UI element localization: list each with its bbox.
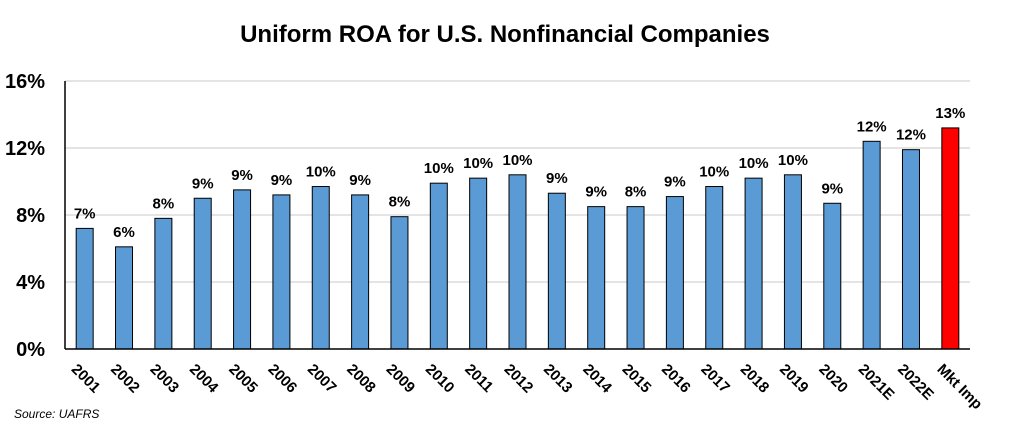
data-label: 13%	[935, 105, 965, 122]
x-axis-ticks: 2001 2002 2003 2004 2005 2006 2007 2008 2009 2010…	[68, 361, 986, 413]
data-label: 10%	[306, 164, 336, 181]
data-label: 9%	[192, 175, 214, 192]
x-tick-label: 2018	[737, 361, 773, 397]
bar-2011	[469, 177, 488, 350]
bar-2015	[626, 206, 645, 350]
bar-2005	[233, 189, 252, 350]
x-tick-label: 2007	[304, 361, 340, 397]
data-label: 10%	[463, 155, 493, 172]
data-label: 9%	[271, 172, 293, 189]
data-label: 7%	[74, 205, 96, 222]
data-label: 9%	[231, 167, 253, 184]
x-tick-label: Mkt Imp	[933, 361, 985, 413]
bar-2018	[744, 177, 763, 350]
bar-2016	[665, 196, 684, 350]
data-labels: 7% 6% 8% 9% 9% 9% 10% 9% 8% 10% 10% 10% 9% 9% 8% 9% 10% 1…	[74, 105, 966, 241]
bar-2001	[75, 227, 94, 350]
data-label: 10%	[502, 152, 532, 169]
data-label: 12%	[857, 118, 887, 135]
x-tick-label: 2010	[422, 361, 458, 397]
y-tick-label: 4%	[16, 272, 45, 294]
bar-mkt-imp	[941, 127, 960, 350]
bar-2021e	[862, 140, 881, 350]
bar-2017	[705, 186, 724, 350]
bar-2006	[272, 194, 291, 350]
bar-2012	[508, 174, 527, 350]
x-tick-label: 2017	[697, 361, 733, 397]
y-tick-label: 16%	[5, 71, 45, 93]
x-tick-label: 2011	[461, 361, 496, 396]
bar-2008	[351, 194, 370, 350]
bars	[75, 127, 960, 350]
bar-2020	[823, 202, 842, 350]
source-note: Source: UAFRS	[14, 407, 99, 421]
y-axis-ticks: 0% 4% 8% 12% 16%	[5, 71, 45, 361]
x-tick-label: 2016	[658, 361, 694, 397]
data-label: 10%	[739, 155, 769, 172]
data-label: 9%	[546, 170, 568, 187]
x-tick-label: 2002	[107, 361, 143, 397]
data-label: 12%	[896, 127, 926, 144]
data-label: 8%	[389, 194, 411, 211]
x-tick-label: 2015	[619, 361, 655, 397]
x-tick-label: 2005	[225, 361, 261, 397]
x-tick-label: 2022E	[894, 361, 937, 404]
bar-2007	[311, 186, 330, 350]
x-tick-label: 2019	[776, 361, 812, 397]
x-tick-label: 2006	[265, 361, 301, 397]
data-label: 10%	[424, 160, 454, 177]
data-label: 8%	[153, 195, 175, 212]
bar-2002	[115, 246, 134, 350]
y-tick-label: 8%	[16, 205, 45, 227]
x-tick-label: 2008	[343, 361, 379, 397]
y-tick-label: 0%	[16, 339, 45, 361]
bar-2022e	[901, 149, 920, 350]
bar-2013	[547, 192, 566, 350]
x-tick-label: 2001	[68, 361, 104, 397]
x-tick-label: 2014	[579, 361, 615, 397]
data-label: 10%	[699, 164, 729, 181]
bar-2004	[193, 197, 212, 350]
data-label: 9%	[585, 184, 607, 201]
x-tick-label: 2020	[815, 361, 851, 397]
x-tick-label: 2012	[501, 361, 537, 397]
data-label: 8%	[625, 184, 647, 201]
y-tick-label: 12%	[5, 138, 45, 160]
data-label: 9%	[664, 174, 686, 191]
bar-2014	[587, 206, 606, 350]
x-tick-label: 2003	[147, 361, 183, 397]
bar-2009	[390, 216, 409, 350]
bar-2010	[429, 182, 448, 350]
chart-title: Uniform ROA for U.S. Nonfinancial Compan…	[240, 21, 770, 48]
x-tick-label: 2009	[383, 361, 419, 397]
data-label: 9%	[821, 180, 843, 197]
data-label: 9%	[349, 172, 371, 189]
x-tick-label: 2004	[186, 361, 222, 397]
x-tick-label: 2021E	[855, 361, 898, 404]
data-label: 6%	[113, 224, 135, 241]
axes	[64, 81, 970, 350]
bar-2003	[154, 217, 173, 350]
x-tick-label: 2013	[540, 361, 576, 397]
bar-2019	[783, 174, 802, 350]
data-label: 10%	[778, 152, 808, 169]
